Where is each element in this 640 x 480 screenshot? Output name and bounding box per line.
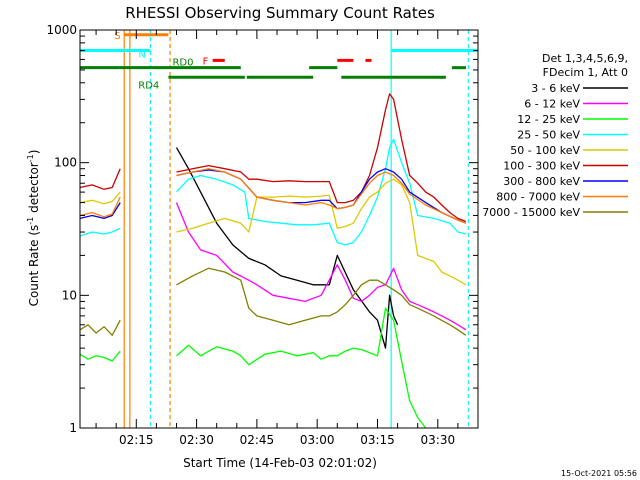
y-label-mid: detector [27, 162, 41, 217]
legend: Det 1,3,4,5,6,9, FDecim 1, Att 0 3 - 6 k… [482, 52, 628, 219]
series-4-segment-0 [79, 191, 121, 205]
legend-label-2: 12 - 25 keV [517, 113, 580, 126]
series-1-segment-0 [175, 202, 467, 331]
legend-label-5: 100 - 300 keV [503, 160, 580, 173]
y-tick-label-3: 1000 [46, 23, 77, 37]
y-label-sup1: -1 [26, 217, 35, 225]
legend-label-0: 3 - 6 keV [531, 82, 580, 95]
flag-label-rd0: RD0 [172, 58, 193, 69]
x-tick-label-1: 02:30 [179, 433, 214, 447]
series-3-segment-1 [176, 138, 467, 246]
axes: 1 10 100 1000 02:15 02:30 02:45 03:00 03:15 03:30 [46, 23, 479, 447]
series-8-segment-1 [176, 267, 467, 336]
legend-label-4: 50 - 100 keV [510, 144, 580, 157]
legend-title-2: FDecim 1, Att 0 [543, 66, 628, 79]
y-tick-label-2: 100 [54, 156, 77, 170]
series-7-segment-1 [176, 168, 467, 224]
y-tick-label-0: 1 [69, 421, 77, 435]
series-5-segment-1 [176, 93, 467, 223]
plot-frame [79, 29, 479, 429]
x-tick-label-0: 02:15 [119, 433, 154, 447]
x-tick-label-2: 02:45 [240, 433, 275, 447]
series-3-segment-0 [79, 227, 121, 237]
legend-label-7: 800 - 7000 keV [496, 191, 580, 204]
series-2-segment-0 [79, 350, 121, 362]
series-7-segment-0 [79, 196, 121, 218]
legend-label-8: 7000 - 15000 keV [482, 206, 580, 219]
legend-label-3: 25 - 50 keV [517, 129, 580, 142]
flag-label-s: S [114, 31, 120, 42]
series-8-segment-0 [79, 319, 121, 336]
legend-title-1: Det 1,3,4,5,6,9, [542, 52, 628, 65]
chart-title: RHESSI Observing Summary Count Rates [125, 4, 435, 22]
flag-bars: S N F RD0 RD4 [80, 31, 478, 91]
legend-label-6: 300 - 800 keV [503, 175, 580, 188]
flag-label-f: F [203, 56, 209, 67]
y-axis-label: Count Rate (s-1 detector-1) [26, 150, 41, 307]
y-label-end: ) [27, 150, 41, 155]
x-axis-label: Start Time (14-Feb-03 02:01:02) [183, 456, 377, 470]
vertical-markers [123, 30, 469, 428]
timestamp: 15-Oct-2021 05:56 [561, 469, 637, 478]
legend-label-1: 6 - 12 keV [524, 98, 580, 111]
y-label-sup2: -1 [26, 154, 35, 162]
series-6-segment-0 [79, 202, 121, 220]
series-lines [79, 93, 467, 429]
series-4-segment-1 [176, 178, 467, 286]
series-0-segment-0 [175, 147, 399, 349]
series-2-segment-1 [176, 307, 427, 429]
y-label-main: Count Rate (s [27, 225, 41, 307]
x-tick-label-3: 03:00 [300, 433, 335, 447]
series-5-segment-0 [79, 168, 121, 190]
x-tick-label-5: 03:30 [421, 433, 456, 447]
flag-label-rd4: RD4 [138, 80, 159, 91]
x-tick-label-4: 03:15 [360, 433, 395, 447]
y-tick-label-1: 10 [62, 288, 77, 302]
flag-label-n: N [138, 50, 145, 61]
